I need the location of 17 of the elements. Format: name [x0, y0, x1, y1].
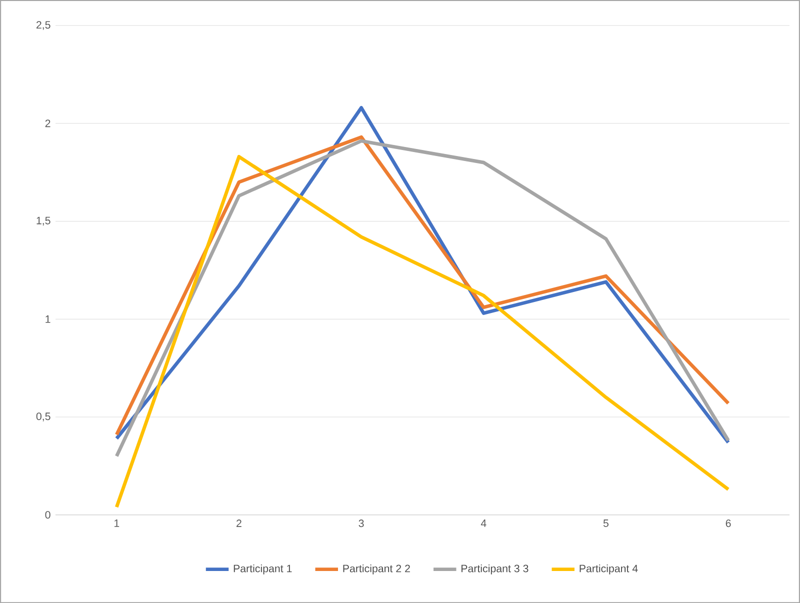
- x-tick-label: 6: [726, 519, 731, 527]
- x-tick-label: 5: [603, 519, 608, 527]
- line-series: [114, 154, 730, 509]
- legend-label: Participant 3 3: [462, 564, 528, 574]
- x-tick-label: 3: [358, 519, 364, 527]
- legend-label: Participant 1: [234, 564, 292, 574]
- y-tick-label: 2: [45, 120, 50, 127]
- y-tick-label: 1: [46, 315, 50, 323]
- x-tick-label: 2: [236, 519, 242, 527]
- x-tick-label: 1: [114, 519, 120, 527]
- legend-label: Participant 2 2: [343, 564, 410, 574]
- legend-label: Participant 4: [580, 564, 638, 574]
- y-tick-label: 1,5: [36, 216, 50, 226]
- y-tick-label: 2,5: [36, 20, 50, 30]
- y-tick-label: 0: [45, 510, 50, 518]
- y-tick-label: 0,5: [36, 412, 50, 422]
- x-tick-label: 4: [480, 519, 486, 527]
